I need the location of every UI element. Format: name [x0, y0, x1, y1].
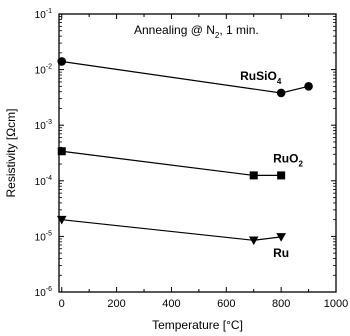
y-tick-label: 10-3	[35, 119, 52, 132]
data-point-square	[57, 147, 66, 156]
y-axis-label: Resistivity [Ωcm]	[4, 109, 18, 198]
series-label: Ru	[273, 246, 289, 260]
data-point-circle	[57, 57, 67, 66]
data-series: RuSiO4 RuO2 Ru	[56, 57, 313, 260]
series-label: RuSiO4	[240, 69, 282, 86]
x-tick-label: 800	[272, 298, 290, 310]
x-tick-label: 1000	[324, 298, 348, 310]
data-point-triangle	[56, 215, 67, 225]
x-tick-label: 400	[162, 298, 180, 310]
x-axis-label: Temperature [°C]	[152, 318, 243, 332]
y-tick-label: 10-4	[35, 175, 52, 188]
data-point-triangle	[248, 236, 259, 246]
y-tick-label: 10-5	[35, 230, 52, 243]
data-point-square	[249, 171, 258, 180]
axis-ticks: 0 200 400 600 800 1000 10-6 10-5 10-4 10-3 10-2 10-…	[35, 8, 349, 310]
series-label: RuO2	[273, 151, 303, 168]
chart-labels: Annealing @ N2, 1 min. Temperature [°C] Re…	[4, 23, 259, 332]
annotation-text: Annealing @ N2, 1 min.	[134, 23, 259, 40]
y-tick-label: 10-6	[35, 286, 52, 299]
series-line	[61, 150, 282, 177]
x-tick-label: 200	[107, 298, 125, 310]
x-tick-label: 600	[217, 298, 235, 310]
data-point-circle	[304, 82, 313, 91]
data-point-triangle	[276, 233, 286, 242]
y-tick-label: 10-2	[35, 64, 52, 77]
data-point-square	[277, 171, 286, 180]
x-tick-label: 0	[59, 298, 65, 310]
data-point-circle	[276, 88, 286, 98]
series-line	[61, 219, 282, 241]
y-tick-label: 10-1	[35, 8, 52, 21]
